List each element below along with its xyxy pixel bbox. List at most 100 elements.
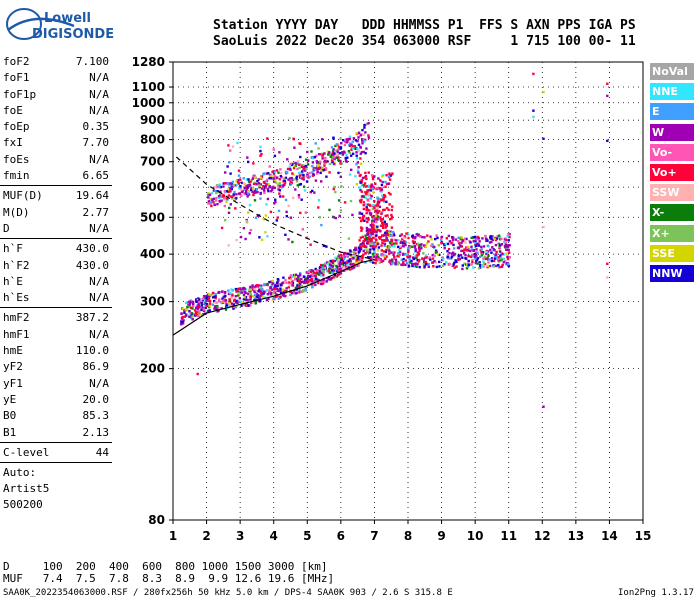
echo-point	[383, 220, 386, 223]
echo-point	[475, 258, 479, 261]
param-value: 7.100	[75, 55, 109, 68]
echo-point	[452, 263, 455, 266]
echo-point	[347, 266, 350, 269]
echo-point	[288, 177, 292, 180]
echo-point	[271, 279, 274, 283]
echo-point	[276, 284, 279, 287]
echo-point	[381, 194, 384, 197]
echo-point	[207, 192, 210, 195]
panel-separator	[0, 462, 112, 464]
param-row: foEp 0.35	[0, 119, 112, 135]
echo-point	[471, 258, 474, 262]
echo-point	[214, 189, 217, 193]
echo-point	[216, 190, 219, 193]
echo-point	[376, 249, 380, 252]
echo-point	[224, 308, 228, 311]
echo-point	[220, 226, 224, 230]
param-key: foF1	[3, 71, 30, 85]
echo-point	[268, 177, 271, 180]
echo-point	[361, 139, 364, 142]
echo-point	[280, 172, 283, 175]
muf-distance-row: D 100 200 400 600 800 1000 1500 3000 [km…	[3, 560, 328, 573]
echo-point	[183, 311, 186, 314]
echo-point	[235, 180, 238, 183]
echo-point	[352, 263, 356, 267]
logo-swoosh	[7, 17, 75, 31]
echo-point	[194, 311, 198, 314]
echo-point	[278, 185, 282, 188]
echo-point	[350, 263, 353, 266]
echo-point	[474, 240, 477, 243]
echo-point	[395, 239, 398, 242]
echo-point	[337, 268, 340, 271]
echo-point	[356, 156, 359, 160]
param-value: N/A	[89, 71, 109, 85]
echo-point	[345, 153, 348, 157]
echo-point	[237, 182, 240, 185]
echo-point	[388, 172, 391, 175]
echo-point	[359, 157, 362, 160]
echo-point	[440, 239, 443, 242]
legend-item-nnw: NNW	[650, 264, 694, 282]
echo-point	[262, 292, 266, 295]
echo-point	[380, 190, 383, 193]
echo-point	[298, 142, 301, 145]
echo-point	[262, 290, 265, 293]
echo-point	[320, 268, 323, 271]
logo-text-digisonde: DIGISONDE	[32, 27, 114, 42]
echo-point	[445, 261, 448, 264]
echo-point	[353, 249, 356, 252]
echo-point	[371, 175, 375, 178]
echo-point	[367, 184, 371, 188]
echo-point	[369, 234, 372, 237]
echo-point	[358, 244, 362, 248]
echo-point	[291, 279, 294, 283]
echo-point	[248, 203, 252, 207]
echo-point	[307, 159, 310, 162]
echo-point	[302, 185, 306, 188]
echo-point	[274, 181, 277, 184]
echo-point	[186, 309, 189, 312]
echo-point	[292, 138, 295, 141]
echo-point	[494, 257, 497, 260]
echo-point	[269, 210, 273, 214]
echo-point	[225, 200, 228, 203]
echo-point	[294, 188, 297, 191]
echo-point	[364, 152, 367, 155]
echo-point	[506, 244, 509, 247]
echo-point	[285, 281, 288, 284]
param-key: hmE	[3, 344, 23, 358]
echo-point	[320, 282, 323, 285]
echo-point	[484, 234, 487, 238]
echo-point	[225, 197, 229, 200]
echo-point	[298, 166, 301, 169]
echo-point	[507, 239, 510, 242]
echo-point	[360, 179, 364, 182]
echo-point	[304, 164, 307, 168]
echo-point	[272, 297, 275, 300]
echo-point	[257, 182, 261, 185]
echo-point	[298, 282, 302, 286]
echo-point	[440, 242, 443, 245]
echo-point	[284, 289, 287, 293]
echo-point	[368, 238, 371, 241]
echo-point	[242, 303, 246, 307]
echo-point	[306, 163, 310, 166]
echo-point	[366, 228, 369, 231]
echo-point	[310, 275, 313, 278]
echo-point	[494, 253, 497, 256]
echo-point	[198, 313, 201, 316]
echo-point	[218, 185, 221, 188]
x-tick-label: 7	[370, 529, 378, 543]
echo-point	[385, 224, 389, 228]
param-key: h`E	[3, 274, 23, 288]
echo-point	[259, 299, 262, 303]
echo-point	[246, 195, 249, 198]
echo-point	[373, 225, 377, 228]
echo-point	[407, 236, 410, 240]
echo-point	[247, 160, 250, 164]
echo-point	[348, 258, 352, 261]
echo-point	[417, 260, 420, 263]
echo-point	[340, 142, 343, 145]
echo-point	[508, 244, 511, 247]
